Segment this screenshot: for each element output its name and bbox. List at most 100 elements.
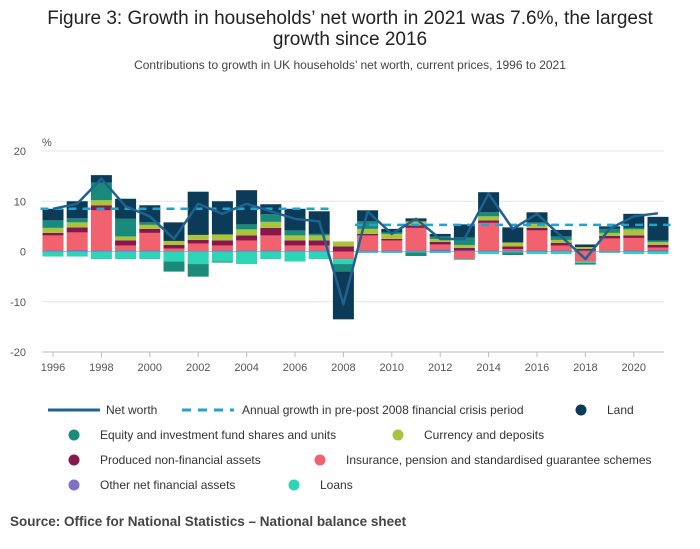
- bar-segment-currency: [599, 232, 621, 236]
- bar-segment-produced: [308, 240, 330, 246]
- bar-segment-equity: [211, 261, 233, 263]
- bar-segment-land: [550, 229, 572, 237]
- bar-segment-currency: [478, 216, 500, 221]
- bar-segment-produced: [453, 247, 475, 251]
- bar-segment-equity: [187, 264, 209, 277]
- bar-segment-equity: [163, 261, 185, 272]
- bar-segment-currency: [502, 242, 524, 247]
- bar-segment-other_fin: [526, 250, 548, 252]
- bar-segment-other_fin: [42, 250, 64, 252]
- bar-segment-other_fin: [308, 250, 330, 252]
- bar-segment-insurance: [308, 245, 330, 251]
- bar-segment-produced: [139, 228, 161, 233]
- bar-segment-loans: [429, 251, 451, 254]
- bar-segment-currency: [357, 228, 379, 234]
- bar-segment-equity: [115, 218, 137, 237]
- bar-segment-currency: [574, 246, 596, 249]
- bar-segment-other_fin: [381, 250, 403, 252]
- bar-segment-equity: [478, 212, 500, 217]
- bar-segment-insurance: [405, 227, 427, 251]
- bar-segment-currency: [453, 244, 475, 248]
- bar-segment-currency: [211, 234, 233, 241]
- bar-segment-produced: [260, 227, 282, 236]
- bar-segment-other_fin: [405, 250, 427, 252]
- bar-segment-produced: [405, 225, 427, 228]
- bar-segment-produced: [66, 227, 88, 233]
- bar-segment-other_fin: [163, 250, 185, 252]
- y-tick-label: 10: [14, 196, 26, 208]
- bar-segment-land: [429, 233, 451, 237]
- bar-segment-insurance: [332, 251, 354, 260]
- bar-segment-land: [647, 216, 669, 241]
- bar-segment-other_fin: [574, 250, 596, 252]
- bar-segment-other_fin: [260, 250, 282, 252]
- bar-segment-loans: [284, 251, 306, 262]
- bar-segment-loans: [332, 259, 354, 265]
- bar-segment-currency: [66, 222, 88, 228]
- bar-segment-produced: [211, 240, 233, 246]
- bar-segment-produced: [187, 239, 209, 244]
- bar-segment-loans: [115, 251, 137, 260]
- bar-segment-insurance: [260, 235, 282, 251]
- bar-segment-produced: [429, 241, 451, 245]
- bar-segment-loans: [502, 251, 524, 253]
- bar-segment-other_fin: [550, 250, 572, 252]
- x-tick-label: 2002: [186, 362, 210, 374]
- bar-segment-produced: [647, 244, 669, 248]
- bar-segment-insurance: [623, 237, 645, 251]
- bar-segment-other_fin: [90, 250, 112, 252]
- bar-segment-produced: [357, 233, 379, 236]
- bar-segment-loans: [623, 251, 645, 255]
- bar-segment-other_fin: [478, 250, 500, 252]
- bar-segment-loans: [526, 251, 548, 255]
- bar-segment-other_fin: [66, 249, 88, 252]
- y-axis-label: %: [42, 137, 52, 149]
- bar-segment-other_fin: [599, 250, 621, 252]
- bar-segment-produced: [623, 235, 645, 238]
- x-tick-label: 2010: [380, 362, 404, 374]
- bar-segment-equity: [405, 252, 427, 257]
- bar-segment-equity: [66, 218, 88, 223]
- bar-segment-produced: [236, 235, 258, 241]
- bar-segment-insurance: [574, 251, 596, 262]
- bar-segment-currency: [139, 224, 161, 229]
- bar-segment-equity: [502, 252, 524, 256]
- bar-segment-land: [574, 244, 596, 247]
- bar-segment-loans: [90, 251, 112, 260]
- bar-segment-loans: [574, 261, 596, 264]
- bar-segment-insurance: [502, 248, 524, 251]
- bar-segment-equity: [647, 240, 669, 242]
- y-tick-label: -10: [10, 297, 26, 309]
- bar-segment-currency: [623, 229, 645, 236]
- bar-segment-equity: [574, 263, 596, 265]
- bar-segment-currency: [187, 234, 209, 240]
- bar-segment-loans: [163, 251, 185, 262]
- bar-segment-insurance: [211, 245, 233, 251]
- bar-segment-insurance: [284, 245, 306, 251]
- bar-segment-currency: [526, 223, 548, 228]
- bar-segment-currency: [90, 200, 112, 206]
- bar-segment-insurance: [429, 244, 451, 250]
- bar-segment-other_fin: [187, 250, 209, 252]
- bar-segment-produced: [163, 244, 185, 249]
- bar-segment-equity: [308, 233, 330, 236]
- bar-segment-insurance: [453, 251, 475, 260]
- bar-segment-insurance: [478, 222, 500, 251]
- bar-segment-land: [526, 212, 548, 223]
- x-tick-label: 2016: [525, 362, 549, 374]
- bar-segment-equity: [284, 230, 306, 236]
- bar-segment-land: [187, 191, 209, 235]
- bar-segment-loans: [381, 251, 403, 254]
- bar-segment-insurance: [236, 240, 258, 251]
- bar-segment-insurance: [187, 243, 209, 251]
- bar-segment-insurance: [115, 245, 137, 251]
- bar-segment-loans: [139, 251, 161, 260]
- bar-segment-currency: [405, 221, 427, 226]
- bar-segment-equity: [90, 182, 112, 201]
- bar-segment-loans: [647, 251, 669, 255]
- source-note: Source: Office for National Statistics –…: [10, 514, 407, 529]
- bar-segment-produced: [526, 227, 548, 231]
- bar-segment-currency: [115, 236, 137, 241]
- bar-segment-insurance: [42, 235, 64, 251]
- bar-segment-insurance: [526, 230, 548, 251]
